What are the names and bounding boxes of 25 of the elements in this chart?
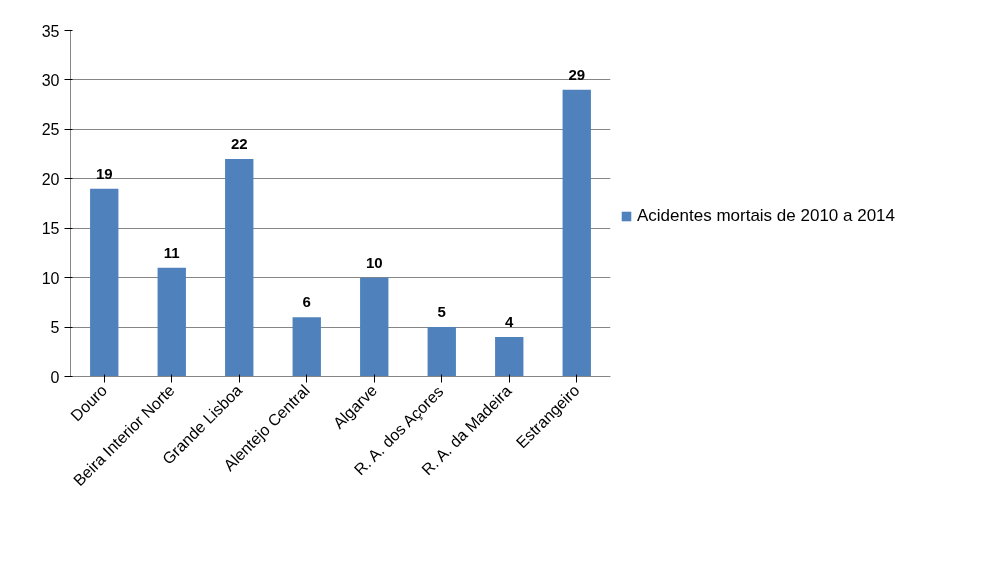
y-tick-label: 0 (50, 368, 60, 386)
y-tick-label: 20 (41, 170, 60, 188)
data-label: 29 (568, 65, 586, 83)
data-label: 11 (163, 243, 180, 261)
y-tick-label: 35 (41, 22, 60, 40)
data-label: 22 (230, 135, 248, 153)
data-label: 19 (95, 164, 113, 182)
data-label: 6 (302, 293, 311, 311)
bar (292, 317, 321, 377)
bar (562, 89, 591, 377)
legend-label: Acidentes mortais de 2010 a 2014 (637, 206, 896, 226)
data-label: 5 (437, 303, 446, 321)
y-tick-label: 30 (41, 71, 60, 89)
bar (225, 159, 254, 377)
bar (360, 277, 389, 377)
y-tick-label: 25 (41, 121, 60, 139)
bar (495, 336, 524, 377)
data-label: 4 (505, 312, 515, 330)
bar (157, 267, 186, 377)
y-tick-label: 15 (41, 220, 60, 238)
bar (427, 327, 456, 377)
bar (90, 188, 119, 377)
y-tick-label: 10 (41, 269, 60, 287)
y-tick-label: 5 (50, 319, 60, 337)
data-label: 10 (365, 253, 383, 271)
